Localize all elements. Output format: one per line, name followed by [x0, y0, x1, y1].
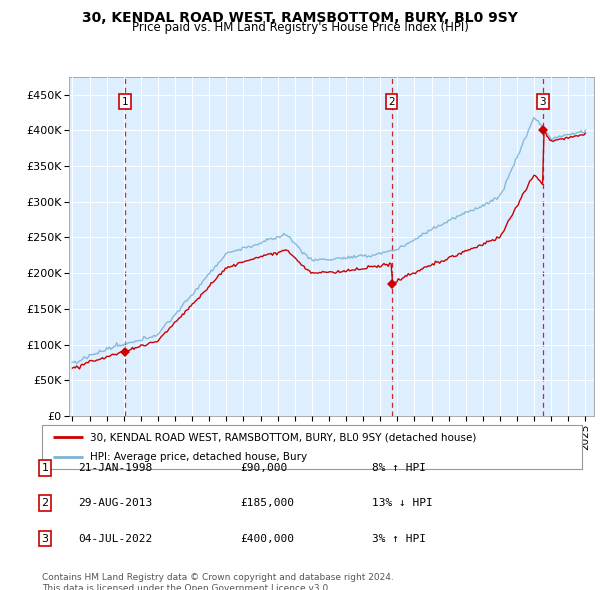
- Text: Price paid vs. HM Land Registry's House Price Index (HPI): Price paid vs. HM Land Registry's House …: [131, 21, 469, 34]
- Text: 30, KENDAL ROAD WEST, RAMSBOTTOM, BURY, BL0 9SY (detached house): 30, KENDAL ROAD WEST, RAMSBOTTOM, BURY, …: [89, 432, 476, 442]
- Text: 13% ↓ HPI: 13% ↓ HPI: [372, 499, 433, 508]
- Text: £400,000: £400,000: [240, 534, 294, 543]
- Text: 1: 1: [41, 463, 49, 473]
- Text: £90,000: £90,000: [240, 463, 287, 473]
- Text: 21-JAN-1998: 21-JAN-1998: [78, 463, 152, 473]
- Text: Contains HM Land Registry data © Crown copyright and database right 2024.
This d: Contains HM Land Registry data © Crown c…: [42, 573, 394, 590]
- Text: 1: 1: [121, 97, 128, 107]
- Text: 3% ↑ HPI: 3% ↑ HPI: [372, 534, 426, 543]
- Text: 3: 3: [539, 97, 546, 107]
- Text: HPI: Average price, detached house, Bury: HPI: Average price, detached house, Bury: [89, 452, 307, 462]
- Text: 2: 2: [41, 499, 49, 508]
- Text: 04-JUL-2022: 04-JUL-2022: [78, 534, 152, 543]
- Text: 2: 2: [388, 97, 395, 107]
- Text: 3: 3: [41, 534, 49, 543]
- Text: 8% ↑ HPI: 8% ↑ HPI: [372, 463, 426, 473]
- Text: 29-AUG-2013: 29-AUG-2013: [78, 499, 152, 508]
- Text: £185,000: £185,000: [240, 499, 294, 508]
- Text: 30, KENDAL ROAD WEST, RAMSBOTTOM, BURY, BL0 9SY: 30, KENDAL ROAD WEST, RAMSBOTTOM, BURY, …: [82, 11, 518, 25]
